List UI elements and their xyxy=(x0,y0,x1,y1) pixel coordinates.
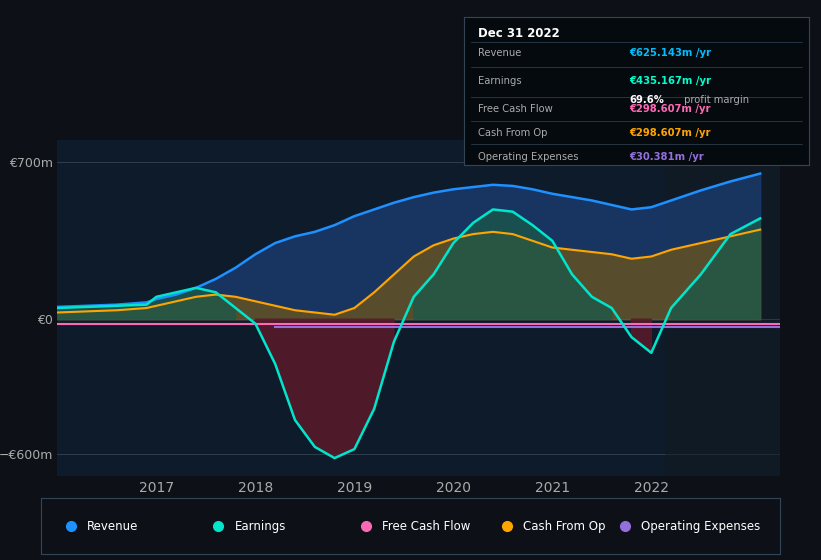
Text: €435.167m /yr: €435.167m /yr xyxy=(630,76,711,86)
Text: Free Cash Flow: Free Cash Flow xyxy=(478,104,553,114)
Text: Free Cash Flow: Free Cash Flow xyxy=(383,520,470,533)
Text: €298.607m /yr: €298.607m /yr xyxy=(630,128,711,138)
Text: Earnings: Earnings xyxy=(478,76,521,86)
Text: Revenue: Revenue xyxy=(478,48,521,58)
Text: Operating Expenses: Operating Expenses xyxy=(641,520,760,533)
Text: Dec 31 2022: Dec 31 2022 xyxy=(478,27,559,40)
Text: Cash From Op: Cash From Op xyxy=(478,128,547,138)
Text: €30.381m /yr: €30.381m /yr xyxy=(630,152,704,162)
Text: Operating Expenses: Operating Expenses xyxy=(478,152,578,162)
Text: €625.143m /yr: €625.143m /yr xyxy=(630,48,711,58)
Bar xyxy=(666,140,780,476)
Text: profit margin: profit margin xyxy=(681,95,750,105)
Text: Revenue: Revenue xyxy=(87,520,138,533)
Text: €298.607m /yr: €298.607m /yr xyxy=(630,104,711,114)
Text: Earnings: Earnings xyxy=(235,520,286,533)
Text: Cash From Op: Cash From Op xyxy=(523,520,605,533)
Text: 69.6%: 69.6% xyxy=(630,95,664,105)
